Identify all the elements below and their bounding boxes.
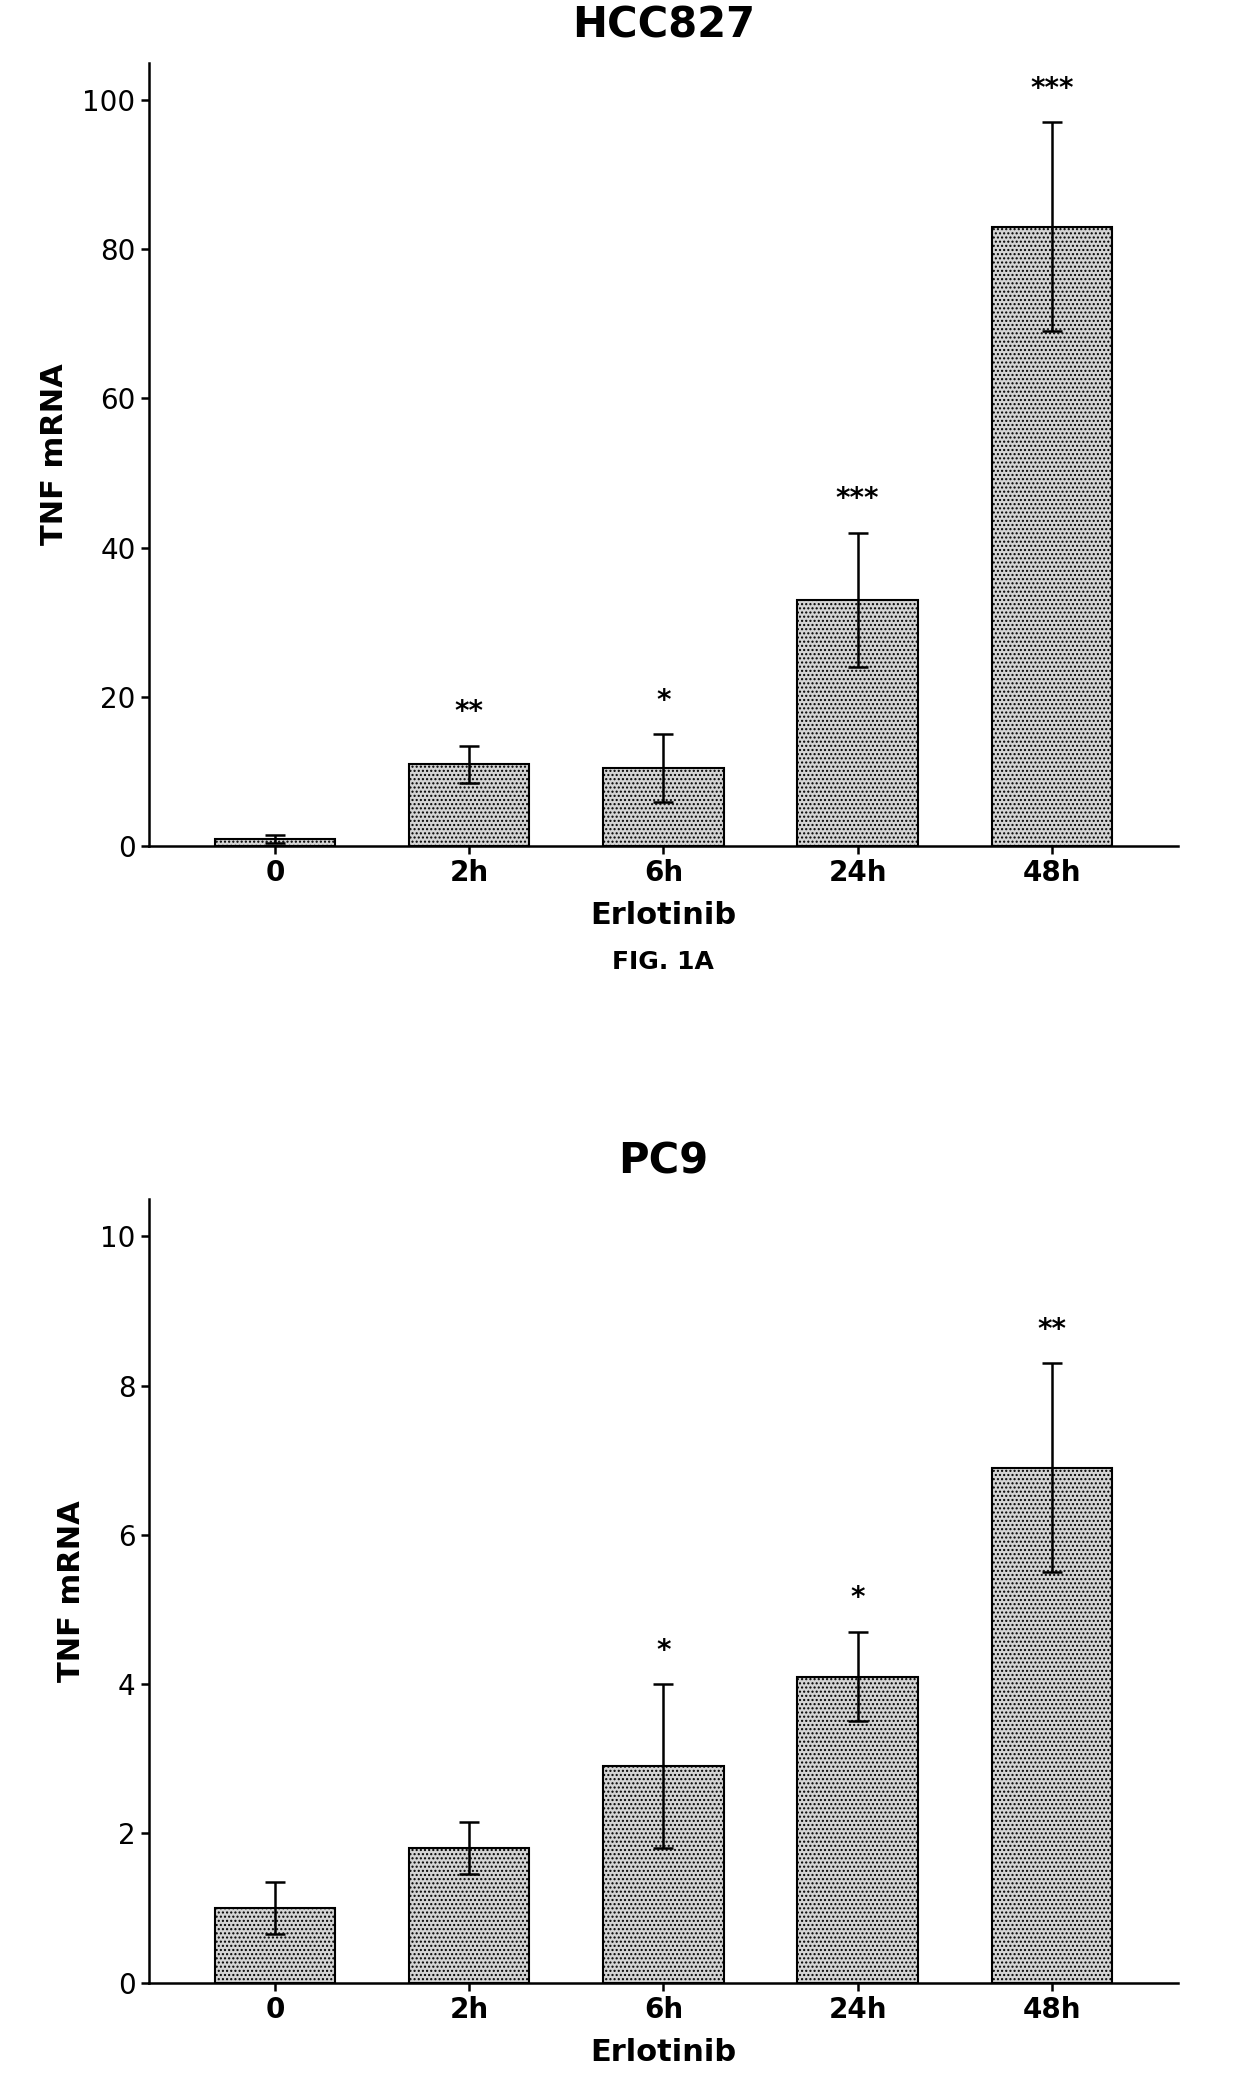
Text: ***: ***	[836, 486, 879, 513]
Text: *: *	[656, 687, 671, 714]
Bar	[797, 599, 918, 847]
Text: ***: ***	[1030, 75, 1074, 102]
Text: **: **	[455, 697, 484, 726]
Y-axis label: TNF mRNA: TNF mRNA	[40, 363, 68, 545]
Title: HCC827: HCC827	[572, 4, 755, 46]
Bar	[797, 1676, 918, 1983]
Bar	[992, 227, 1112, 847]
Text: *: *	[656, 1636, 671, 1665]
Text: *: *	[851, 1584, 864, 1613]
Bar	[603, 1766, 724, 1983]
Text: **: **	[1038, 1315, 1066, 1344]
X-axis label: Erlotinib: Erlotinib	[590, 902, 737, 931]
Text: FIG. 1A: FIG. 1A	[613, 950, 714, 975]
Bar	[409, 764, 529, 847]
X-axis label: Erlotinib: Erlotinib	[590, 2037, 737, 2066]
Bar	[992, 1467, 1112, 1983]
Bar	[215, 1908, 335, 1983]
Title: PC9: PC9	[619, 1142, 708, 1183]
Bar	[603, 768, 724, 847]
Bar	[409, 1849, 529, 1983]
Y-axis label: TNF mRNA: TNF mRNA	[57, 1501, 87, 1682]
Bar	[215, 839, 335, 847]
